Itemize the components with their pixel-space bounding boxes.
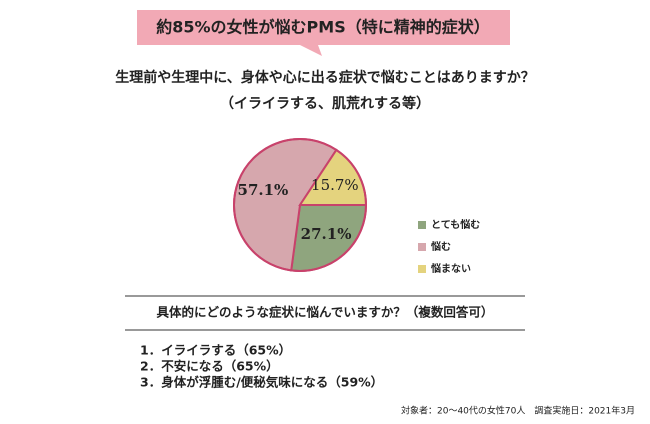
title-tail	[300, 45, 322, 56]
legend-label: 悩まない	[430, 262, 471, 275]
question-note: （イライラする、肌荒れする等）	[220, 95, 430, 112]
pie-outline	[233, 138, 367, 272]
legend-swatch	[418, 221, 426, 229]
legend-swatch	[418, 243, 426, 251]
list-item: 1．イライラする（65%）	[140, 343, 291, 358]
value-label: 15.7%	[311, 176, 359, 194]
legend-swatch	[418, 265, 426, 273]
chart-title: 約85%の女性が悩むPMS（特に精神的症状）	[156, 18, 489, 37]
value-label: 57.1%	[238, 181, 289, 199]
title-box	[137, 10, 510, 45]
question2-title: 具体的にどのような症状に悩んでいますか？（複数回答可）	[156, 305, 494, 320]
value-label: 27.1%	[301, 225, 352, 243]
legend-label: 悩む	[430, 240, 451, 253]
legend-label: とても悩む	[431, 218, 480, 231]
list-item: 3．身体が浮腫む/便秘気味になる（59%）	[140, 375, 383, 390]
footnote: 対象者：20～40代の女性70人 調査実施日：2021年3月	[401, 405, 635, 417]
list-item: 2．不安になる（65%）	[140, 359, 279, 374]
pie: 27.1% 57.1% 15.7%	[233, 138, 368, 272]
question: 生理前や生理中に、身体や心に出る症状で悩むことはありますか？	[115, 69, 535, 86]
